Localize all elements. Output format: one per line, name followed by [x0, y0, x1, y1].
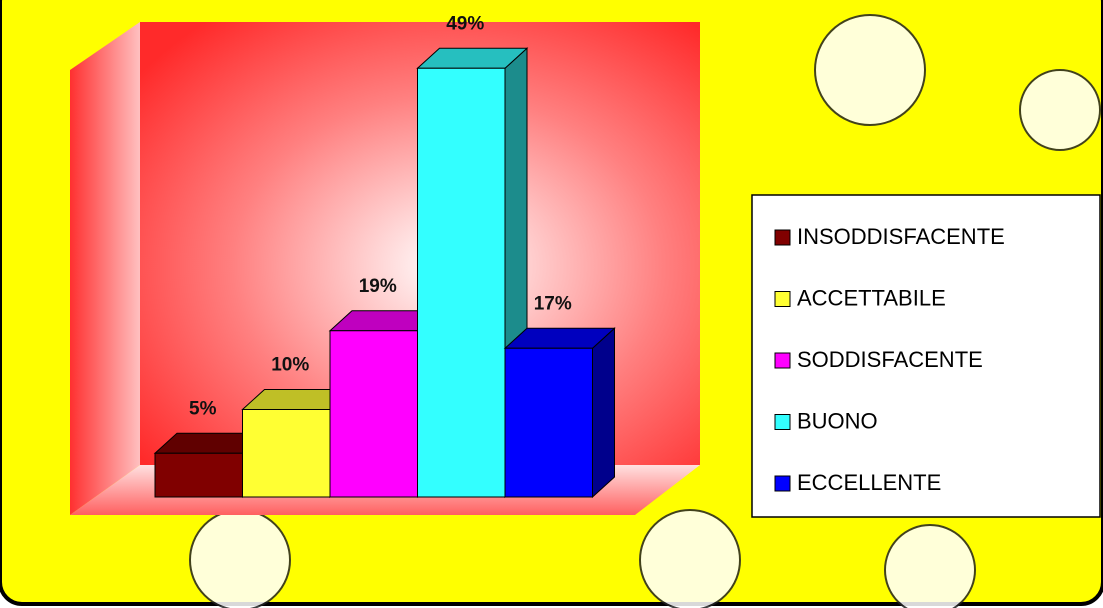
legend-label: SODDISFACENTE	[797, 347, 983, 372]
bar-side-shade	[593, 328, 615, 497]
legend-swatch	[775, 415, 790, 430]
legend-swatch	[775, 292, 790, 307]
value-label: 10%	[271, 355, 309, 376]
value-label: 49%	[446, 13, 484, 34]
legend-label: INSODDISFACENTE	[797, 224, 1005, 249]
bar	[330, 331, 418, 497]
value-label: 17%	[534, 293, 572, 314]
legend-label: ACCETTABILE	[797, 285, 946, 310]
value-label: 19%	[359, 276, 397, 297]
legend-swatch	[775, 353, 790, 368]
value-label: 5%	[189, 398, 217, 419]
legend-swatch	[775, 476, 790, 491]
legend-swatch	[775, 230, 790, 245]
bar	[505, 348, 593, 497]
bar	[155, 453, 243, 497]
side-wall	[70, 22, 140, 515]
bar	[243, 410, 331, 498]
legend-label: BUONO	[797, 408, 878, 433]
legend-label: ECCELLENTE	[797, 470, 941, 495]
bar	[418, 68, 506, 497]
page: 5% 10% 19% 49% 17% INSODDISFACENTE ACCETTABILE…	[0, 0, 1103, 608]
chart: 5% 10% 19% 49% 17% INSODDISFACENTE ACCETTABILE…	[0, 0, 1103, 608]
